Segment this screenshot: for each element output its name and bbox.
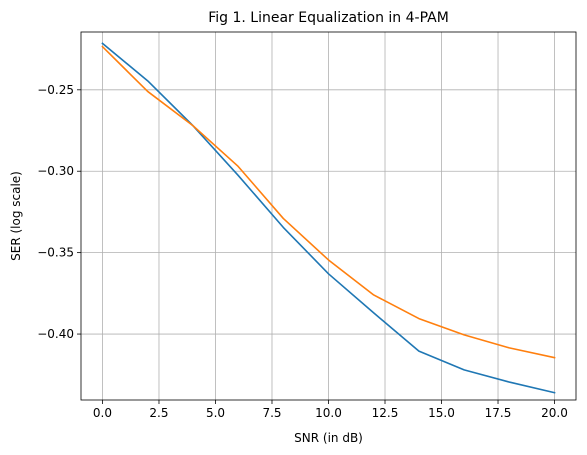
series-line-1 <box>101 42 556 394</box>
y-axis: −0.25 −0.30 −0.35 −0.40 <box>37 83 81 341</box>
x-tick-label: 17.5 <box>485 406 512 420</box>
x-tick-label: 7.5 <box>262 406 281 420</box>
x-axis-label: SNR (in dB) <box>294 431 363 445</box>
y-tick-label: −0.40 <box>37 327 74 341</box>
y-tick-label: −0.30 <box>37 164 74 178</box>
grid <box>81 32 576 400</box>
x-tick-label: 20.0 <box>541 406 568 420</box>
series-line-2 <box>101 45 556 359</box>
y-axis-label: SER (log scale) <box>9 171 23 261</box>
y-tick-label: −0.35 <box>37 246 74 260</box>
y-tick-label: −0.25 <box>37 83 74 97</box>
x-tick-label: 10.0 <box>315 406 342 420</box>
x-tick-label: 0.0 <box>93 406 112 420</box>
x-axis: 0.0 2.5 5.0 7.5 10.0 12.5 15.0 17.5 20.0 <box>93 400 568 420</box>
x-tick-label: 5.0 <box>206 406 225 420</box>
x-tick-label: 2.5 <box>149 406 168 420</box>
x-tick-label: 15.0 <box>428 406 455 420</box>
chart-title: Fig 1. Linear Equalization in 4-PAM <box>208 10 449 26</box>
x-tick-label: 12.5 <box>372 406 399 420</box>
series-lines <box>101 42 556 394</box>
